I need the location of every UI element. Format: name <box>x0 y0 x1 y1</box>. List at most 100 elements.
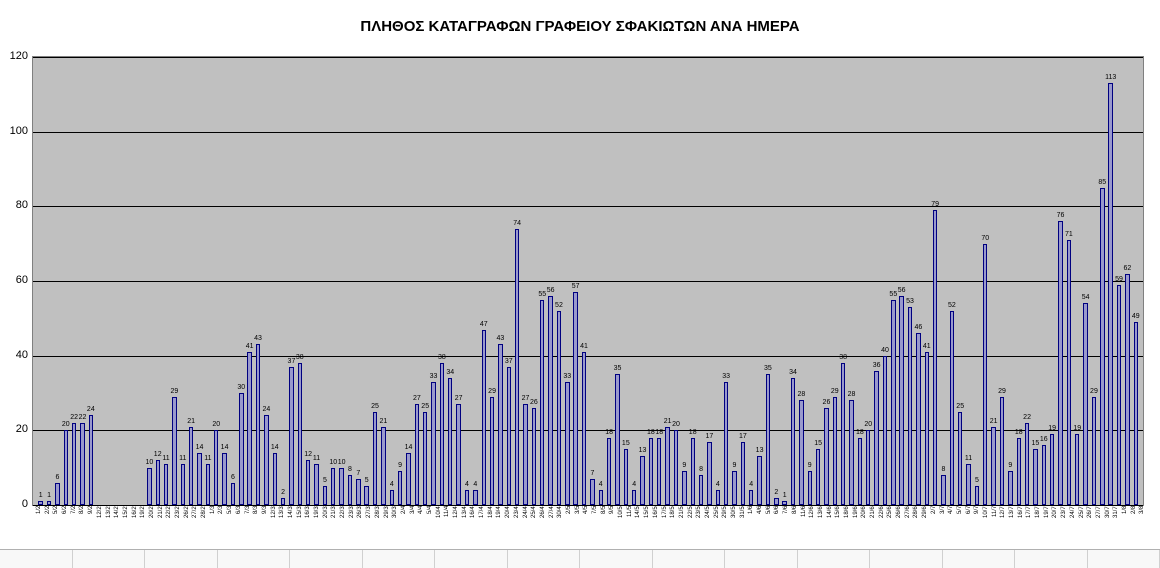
bar <box>306 460 310 505</box>
x-tick-label: 19/7 <box>1044 506 1052 546</box>
x-tick-label: 10/4 <box>436 506 444 546</box>
bar <box>55 483 59 505</box>
bar-slot: 4 <box>388 57 395 505</box>
bar-slot: 2 <box>279 57 286 505</box>
x-tick-label: 6/7 <box>966 506 974 546</box>
bar-slot: 38 <box>296 57 303 505</box>
x-tick-label: 26/4 <box>540 506 548 546</box>
bar-slot: 24 <box>87 57 94 505</box>
x-tick-label: 27/4 <box>549 506 557 546</box>
bar-slot: 24 <box>263 57 270 505</box>
tab-cell <box>290 550 363 568</box>
bar <box>482 330 486 505</box>
x-tick-label: 17/4 <box>479 506 487 546</box>
x-tick-label: 26/2 <box>184 506 192 546</box>
x-tick-label: 21/3 <box>331 506 339 546</box>
x-tick-label: 12/3 <box>271 506 279 546</box>
x-tick-label: 3/8 <box>1139 506 1147 546</box>
x-tick-label: 7/6 <box>783 506 791 546</box>
bar-data-label: 40 <box>881 347 889 354</box>
bar <box>891 300 895 505</box>
bar <box>741 442 745 505</box>
bar-data-label: 17 <box>706 433 714 440</box>
bar-slot: 11 <box>179 57 186 505</box>
bar-slot: 2 <box>773 57 780 505</box>
bar <box>573 292 577 505</box>
bar-data-label: 21 <box>380 418 388 425</box>
bar-slot: 33 <box>564 57 571 505</box>
bar-slot: 28 <box>798 57 805 505</box>
x-tick-label: 29/6 <box>922 506 930 546</box>
bar-slot: 46 <box>915 57 922 505</box>
bar-slot: 27 <box>522 57 529 505</box>
x-tick-label: 18/5 <box>670 506 678 546</box>
bar-data-label: 85 <box>1098 179 1106 186</box>
bar-data-label: 11 <box>179 455 186 462</box>
y-tick-label: 40 <box>2 349 28 361</box>
bar-slot: 41 <box>923 57 930 505</box>
bar-slot: 38 <box>840 57 847 505</box>
x-tick-label: 25/6 <box>887 506 895 546</box>
bar-data-label: 71 <box>1065 231 1073 238</box>
x-tick-label: 8/3 <box>253 506 261 546</box>
tab-cell <box>73 550 146 568</box>
x-tick-label: 2/8 <box>1131 506 1139 546</box>
bar-data-label: 22 <box>79 414 87 421</box>
x-tick-label: 3/4 <box>410 506 418 546</box>
bar <box>707 442 711 505</box>
bar-data-label: 8 <box>699 466 703 473</box>
bar <box>749 490 753 505</box>
bar <box>799 400 803 505</box>
bar-data-label: 11 <box>313 455 320 462</box>
bar <box>1083 303 1087 505</box>
x-tick-label: 23/3 <box>349 506 357 546</box>
bar <box>172 397 176 505</box>
chart-title: ΠΛΗΘΟΣ ΚΑΤΑΓΡΑΦΩΝ ΓΡΑΦΕΙΟΥ ΣΦΑΚΙΩΤΩΝ ΑΝΑ… <box>0 18 1160 35</box>
x-tick-label: 4/4 <box>418 506 426 546</box>
x-tick-label: 12/7 <box>1000 506 1008 546</box>
bar <box>925 352 929 505</box>
x-tick-label: 16/4 <box>470 506 478 546</box>
bar-data-label: 6 <box>55 474 59 481</box>
bar <box>941 475 945 505</box>
y-tick-label: 120 <box>2 50 28 62</box>
y-tick-label: 20 <box>2 423 28 435</box>
bar <box>415 404 419 505</box>
bar-data-label: 37 <box>505 358 513 365</box>
x-tick-label: 1/3 <box>210 506 218 546</box>
bar <box>239 393 243 505</box>
bar-slot: 4 <box>597 57 604 505</box>
bar-slot: 37 <box>505 57 512 505</box>
tab-cell <box>435 550 508 568</box>
bar-data-label: 30 <box>237 384 245 391</box>
bar-data-label: 1 <box>783 492 787 499</box>
bar-data-label: 4 <box>473 481 477 488</box>
x-tick-label: 6/2 <box>62 506 70 546</box>
bar-slot: 12 <box>305 57 312 505</box>
bar-slot: 35 <box>764 57 771 505</box>
bar-data-label: 55 <box>538 291 546 298</box>
bar-data-label: 9 <box>808 462 812 469</box>
x-tick-label: 14/3 <box>288 506 296 546</box>
bar <box>507 367 511 505</box>
x-tick-label: 7/2 <box>71 506 79 546</box>
x-tick-label: 19/3 <box>314 506 322 546</box>
bar <box>423 412 427 505</box>
bar-data-label: 33 <box>563 373 571 380</box>
bar-slot: 30 <box>238 57 245 505</box>
bar-data-label: 25 <box>421 403 429 410</box>
bar <box>565 382 569 505</box>
bar-slot: 55 <box>890 57 897 505</box>
bar-data-label: 18 <box>647 429 655 436</box>
x-tick-label: 5/4 <box>427 506 435 546</box>
bar-slot: 11 <box>162 57 169 505</box>
bar-data-label: 4 <box>465 481 469 488</box>
bar <box>532 408 536 505</box>
bar-data-label: 20 <box>864 421 872 428</box>
tab-cell <box>798 550 871 568</box>
x-tick-label: 14/6 <box>827 506 835 546</box>
bar-slot: 21 <box>990 57 997 505</box>
x-tick-label: 30/5 <box>731 506 739 546</box>
x-tick-label: 2/2 <box>45 506 53 546</box>
bar-slot: 47 <box>480 57 487 505</box>
